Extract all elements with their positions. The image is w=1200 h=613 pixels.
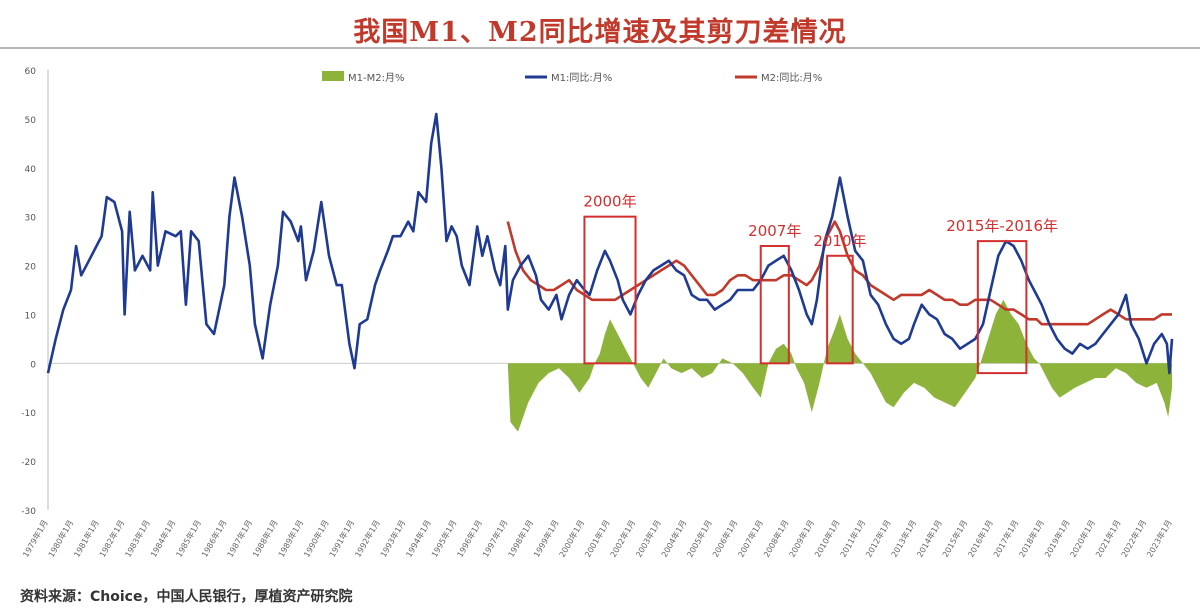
x-tick-label: 2020年1月	[1068, 518, 1097, 559]
x-tick-label: 1997年1月	[480, 518, 509, 559]
chart-title: 我国M1、M2同比增速及其剪刀差情况	[353, 17, 847, 48]
x-tick-label: 1981年1月	[71, 518, 100, 559]
m1-m2-chart: -30 -20 -10 0 10 20 30 40 50 60 1979年1月1980年1月1981…	[20, 67, 1174, 559]
x-tick-label: 2017年1月	[991, 518, 1020, 559]
x-tick-label: 1993年1月	[378, 518, 407, 559]
y-tick-label: 0	[30, 360, 36, 370]
x-tick-label: 2005年1月	[685, 518, 714, 559]
y-tick-label: 20	[25, 263, 37, 273]
legend-label: M2:同比:月%	[761, 72, 822, 84]
annotation-box	[759, 245, 790, 365]
legend-label: M1-M2:月%	[348, 72, 404, 84]
legend-label: M1:同比:月%	[551, 72, 612, 84]
y-tick-label: 50	[25, 116, 37, 126]
spread-area	[507, 299, 1172, 432]
x-tick-label: 2008年1月	[761, 518, 790, 559]
x-tick-label: 2009年1月	[787, 518, 816, 559]
y-tick-label: -30	[21, 507, 36, 517]
legend-swatch	[322, 71, 344, 81]
x-tick-label: 1994年1月	[404, 518, 433, 559]
x-tick-label: 1995年1月	[429, 518, 458, 559]
annotation-label: 2015年-2016年	[946, 217, 1058, 235]
y-tick-label: -10	[21, 409, 36, 419]
annotation-box	[826, 254, 854, 365]
annotation-box	[583, 215, 637, 365]
x-tick-label: 2015年1月	[940, 518, 969, 559]
x-tick-label: 1990年1月	[301, 518, 330, 559]
x-tick-label: 1984年1月	[148, 518, 177, 559]
x-tick-label: 2002年1月	[608, 518, 637, 559]
x-tick-label: 2021年1月	[1093, 518, 1122, 559]
m1-line	[46, 112, 1174, 375]
x-tick-label: 1986年1月	[199, 518, 228, 559]
title-divider	[0, 47, 1200, 49]
y-tick-label: -20	[21, 458, 36, 468]
y-tick-label: 40	[25, 165, 37, 175]
x-tick-label: 2018年1月	[1017, 518, 1046, 559]
x-tick-label: 2004年1月	[659, 518, 688, 559]
source-note: 资料来源：Choice，中国人民银行，厚植资产研究院	[20, 589, 353, 605]
x-tick-label: 1979年1月	[20, 518, 49, 559]
x-tick-label: 1989年1月	[276, 518, 305, 559]
x-tick-label: 2006年1月	[710, 518, 739, 559]
x-tick-label: 2023年1月	[1144, 518, 1173, 559]
x-tick-label: 2013年1月	[889, 518, 918, 559]
annotation-label: 2007年	[748, 222, 801, 240]
x-tick-label: 1996年1月	[455, 518, 484, 559]
x-tick-label: 2010年1月	[812, 518, 841, 559]
x-tick-label: 1987年1月	[225, 518, 254, 559]
x-tick-label: 2003年1月	[633, 518, 662, 559]
x-tick-label: 1988年1月	[250, 518, 279, 559]
x-tick-label: 1998年1月	[506, 518, 535, 559]
x-tick-label: 2012年1月	[863, 518, 892, 559]
x-tick-label: 1980年1月	[46, 518, 75, 559]
x-tick-label: 1982年1月	[97, 518, 126, 559]
annotation-label: 2010年	[813, 232, 866, 250]
x-tick-label: 2019年1月	[1042, 518, 1071, 559]
x-tick-label: 1991年1月	[327, 518, 356, 559]
x-tick-label: 2000年1月	[557, 518, 586, 559]
x-tick-label: 2016年1月	[966, 518, 995, 559]
y-tick-label: 60	[25, 67, 37, 77]
y-tick-label: 30	[25, 214, 37, 224]
x-tick-label: 2007年1月	[736, 518, 765, 559]
x-tick-label: 2001年1月	[582, 518, 611, 559]
x-tick-label: 1999年1月	[531, 518, 560, 559]
x-tick-label: 1992年1月	[352, 518, 381, 559]
x-tick-label: 1983年1月	[123, 518, 152, 559]
x-tick-label: 2014年1月	[914, 518, 943, 559]
annotation-box	[976, 240, 1028, 375]
x-tick-label: 2022年1月	[1119, 518, 1148, 559]
annotation-label: 2000年	[583, 193, 636, 211]
y-tick-label: 10	[25, 311, 37, 321]
x-tick-label: 1985年1月	[174, 518, 203, 559]
x-tick-label: 2011年1月	[838, 518, 867, 559]
